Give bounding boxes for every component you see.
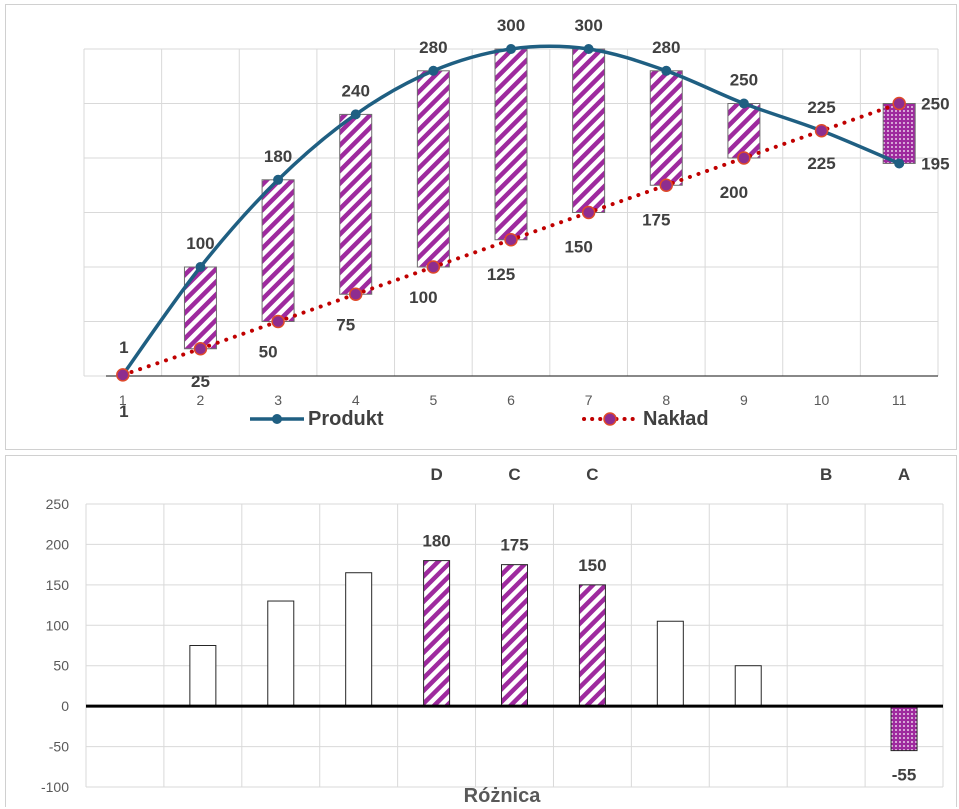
difference-box: [727, 103, 761, 159]
produkt-point: [350, 109, 361, 120]
difference-bar: [345, 572, 373, 707]
difference-box: [572, 48, 606, 213]
difference-bar: [267, 600, 295, 707]
category-letter-label: D: [430, 465, 442, 484]
category-letter-label: A: [898, 465, 910, 484]
naklad-data-label: 150: [564, 238, 592, 257]
bar-data-label: 150: [578, 556, 606, 575]
y-tick-label: 150: [46, 577, 70, 593]
naklad-data-label: 75: [336, 315, 355, 334]
difference-box: [339, 113, 373, 295]
legend-naklad-marker: [603, 412, 617, 426]
y-tick-label: 200: [46, 536, 70, 552]
category-letter-label: C: [586, 465, 598, 484]
naklad-point: [581, 205, 596, 220]
chart-title: Różnica: [464, 785, 542, 807]
difference-box: [649, 70, 683, 186]
x-tick-label: 11: [892, 392, 907, 408]
naklad-point: [271, 314, 285, 329]
naklad-point: [504, 233, 518, 247]
x-tick-label: 8: [662, 392, 670, 408]
naklad-point: [659, 178, 674, 192]
difference-bar: [734, 665, 762, 707]
bottom-chart-panel: -100 -50 0 50 100 150 200 250 180 175 150 -55 D C C B A R…: [5, 455, 957, 807]
produkt-point: [273, 174, 284, 185]
naklad-data-label: 50: [259, 343, 278, 362]
category-letter-label: B: [820, 465, 832, 484]
difference-bar-chart: -100 -50 0 50 100 150 200 250 180 175 150 -55 D C C B A R…: [41, 465, 944, 807]
produkt-data-label: 195: [921, 154, 949, 173]
difference-box: [882, 103, 916, 164]
produkt-point: [583, 44, 594, 54]
legend-produkt-label: Produkt: [308, 408, 384, 430]
difference-bar: [890, 705, 918, 752]
difference-bar: [501, 564, 528, 707]
x-tick-label: 4: [352, 392, 360, 408]
produkt-data-label: 300: [574, 16, 602, 35]
x-tick-label: 1: [119, 392, 127, 408]
produkt-data-label: 100: [186, 234, 214, 253]
bar-data-label: 180: [422, 532, 450, 551]
x-tick-label: 2: [197, 392, 205, 408]
naklad-data-label: 25: [191, 372, 210, 391]
naklad-point: [193, 342, 208, 356]
series-line-produkt: [121, 44, 900, 376]
naklad-point: [892, 96, 906, 111]
category-letter-label: C: [508, 465, 520, 484]
y-tick-label: -100: [41, 779, 69, 795]
produkt-data-label: 280: [419, 38, 447, 57]
difference-bar: [189, 645, 217, 707]
produkt-data-label: 180: [264, 147, 292, 166]
naklad-point: [737, 151, 751, 165]
difference-bar: [423, 560, 451, 707]
naklad-data-label: 250: [921, 95, 949, 114]
x-tick-label: 3: [274, 392, 282, 408]
produkt-point: [738, 98, 749, 109]
produkt-point: [428, 65, 439, 76]
bar-data-label: 175: [500, 536, 528, 555]
produkt-data-label: 280: [652, 38, 680, 57]
naklad-data-label: 200: [720, 183, 748, 202]
top-chart-panel: 1 100 180 240 280 300 300 280 250 225 195 1 25 50 75 10…: [5, 4, 957, 450]
difference-bar: [578, 584, 606, 707]
naklad-data-label: 225: [807, 154, 835, 173]
produkt-data-label: 300: [497, 16, 525, 35]
naklad-data-label: 175: [642, 210, 670, 229]
difference-box: [261, 179, 295, 322]
difference-box: [416, 70, 450, 268]
naklad-data-label: 125: [487, 265, 515, 284]
naklad-point: [814, 124, 829, 138]
produkt-data-label: 240: [342, 81, 370, 100]
produkt-point: [195, 262, 206, 272]
y-tick-label: 250: [46, 496, 70, 512]
y-tick-label: 100: [46, 617, 70, 633]
naklad-data-label: 100: [409, 288, 437, 307]
x-tick-label: 10: [814, 392, 830, 408]
difference-bar: [656, 620, 684, 707]
produkt-point: [506, 44, 516, 54]
produkt-data-label: 1: [119, 338, 128, 357]
bar-data-label: -55: [892, 766, 917, 785]
difference-box: [494, 48, 528, 241]
y-tick-label: -50: [49, 739, 69, 755]
x-tick-label: 7: [585, 392, 593, 408]
legend-produkt-marker: [272, 414, 282, 424]
y-tick-label: 0: [61, 698, 69, 714]
x-tick-label: 5: [429, 392, 437, 408]
y-tick-label: 50: [53, 658, 69, 674]
produkt-point: [894, 158, 905, 169]
x-tick-label: 6: [507, 392, 515, 408]
naklad-point: [116, 368, 130, 382]
produkt-data-label: 225: [807, 98, 835, 117]
legend-naklad-label: Nakład: [643, 408, 709, 430]
produkt-data-label: 250: [730, 71, 758, 90]
naklad-data-label: 1: [119, 402, 128, 421]
naklad-point: [426, 260, 441, 274]
naklad-point: [348, 287, 363, 301]
x-tick-label: 9: [740, 392, 748, 408]
produkt-point: [661, 65, 672, 76]
